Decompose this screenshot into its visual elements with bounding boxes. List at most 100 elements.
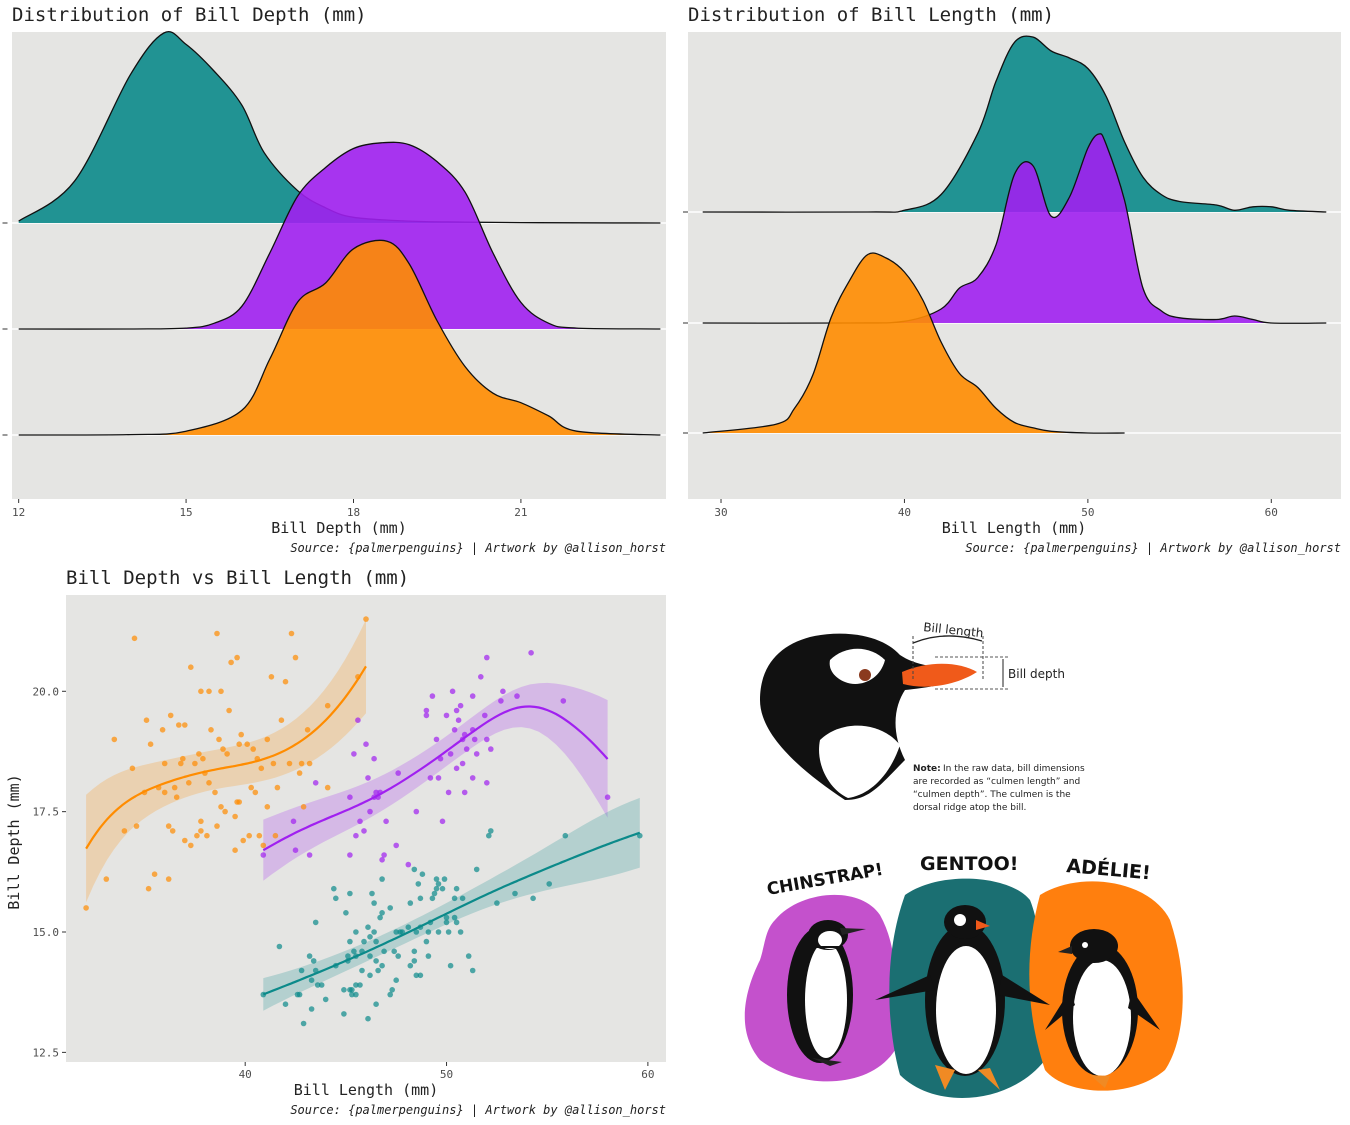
data-point: [435, 775, 442, 781]
data-point: [465, 953, 472, 959]
data-point: [433, 885, 440, 892]
data-point: [252, 789, 259, 796]
depth-ridge-x-ticks: 12 15 18 21: [12, 499, 528, 519]
ridge-density-outline: [18, 141, 661, 330]
data-point: [367, 972, 373, 979]
data-point: [417, 895, 424, 902]
data-point: [365, 775, 371, 781]
data-point: [423, 712, 430, 719]
data-point: [423, 707, 430, 714]
data-point: [270, 760, 277, 767]
data-point: [387, 905, 394, 911]
ridge-density-fill: [702, 253, 1125, 434]
ridge-density-outline: [18, 239, 661, 436]
ridge-density-fill: [18, 31, 661, 223]
data-point: [292, 847, 299, 853]
data-point: [369, 890, 375, 897]
note-line-2: are recorded as “culmen length” and: [913, 777, 1080, 787]
y-tick-label: 15.0: [33, 926, 60, 939]
data-point: [260, 852, 267, 858]
data-point: [300, 1020, 307, 1027]
data-point: [250, 746, 256, 752]
data-point: [367, 808, 373, 815]
data-point: [379, 876, 385, 882]
data-point: [415, 881, 422, 887]
smooth-line: [262, 705, 609, 852]
data-point: [435, 881, 442, 887]
data-point: [413, 929, 420, 935]
length-ridge-densities: [702, 35, 1327, 434]
data-point: [419, 871, 426, 877]
bill-shape: [902, 663, 977, 687]
data-point: [389, 987, 396, 993]
data-point: [264, 804, 271, 810]
x-tick-label: 60: [641, 1068, 654, 1081]
data-point: [349, 991, 355, 998]
data-point: [180, 755, 186, 762]
x-tick-label: 30: [714, 506, 727, 519]
data-point: [232, 813, 238, 820]
data-point: [341, 1011, 347, 1017]
data-point: [182, 837, 188, 844]
species-illustration: CHINSTRAP! GENTOO! ADÉLIE!: [744, 853, 1183, 1098]
scatter-plot-background: [66, 595, 666, 1062]
data-point: [383, 818, 389, 825]
data-point: [395, 770, 402, 776]
data-point: [530, 895, 536, 902]
data-point: [324, 784, 331, 791]
data-point: [363, 741, 369, 747]
ridge-density-fill: [702, 133, 1327, 324]
data-point: [393, 977, 400, 983]
chinstrap-label: CHINSTRAP!: [765, 860, 884, 900]
data-point: [244, 741, 250, 747]
data-point: [176, 722, 182, 728]
data-point: [486, 832, 492, 839]
depth-ridge-title: Distribution of Bill Depth (mm): [12, 4, 367, 26]
data-point: [214, 630, 220, 637]
data-point: [451, 914, 458, 921]
data-point: [322, 996, 329, 1003]
data-point: [260, 842, 267, 849]
data-point: [405, 861, 412, 868]
data-point: [333, 895, 339, 902]
data-point: [425, 953, 432, 959]
data-point: [484, 780, 490, 786]
data-point: [198, 828, 204, 834]
ridge-density-outline: [702, 35, 1327, 213]
data-point: [304, 727, 311, 733]
data-point: [220, 746, 226, 752]
data-point: [433, 876, 440, 882]
data-point: [417, 972, 424, 979]
data-point: [367, 953, 373, 959]
data-point: [343, 910, 349, 916]
data-point: [222, 808, 228, 815]
data-point: [298, 760, 305, 767]
data-point: [359, 967, 365, 974]
data-point: [200, 755, 206, 762]
data-point: [161, 760, 168, 767]
data-point: [234, 654, 240, 661]
throat-patch: [819, 725, 900, 798]
y-tick-label: 12.5: [33, 1046, 60, 1059]
data-point: [274, 784, 281, 791]
data-point: [494, 900, 500, 906]
length-ridge-title: Distribution of Bill Length (mm): [688, 4, 1054, 26]
data-point: [83, 905, 89, 911]
data-point: [306, 953, 313, 959]
data-point: [411, 958, 418, 964]
data-point: [218, 688, 224, 695]
data-point: [379, 962, 385, 969]
chinstrap-penguin: [787, 920, 866, 1066]
data-point: [441, 876, 448, 882]
data-point: [129, 765, 136, 772]
data-point: [357, 818, 363, 825]
note-line-3: “culmen depth”. The culmen is the: [913, 790, 1071, 800]
data-point: [198, 688, 204, 695]
ridge-density-fill: [702, 36, 1327, 213]
data-point: [455, 717, 462, 723]
data-point: [512, 890, 518, 897]
data-point: [427, 775, 434, 781]
data-point: [379, 857, 385, 863]
depth-ridge-y-ticks: [2, 222, 8, 436]
data-point: [469, 967, 476, 974]
